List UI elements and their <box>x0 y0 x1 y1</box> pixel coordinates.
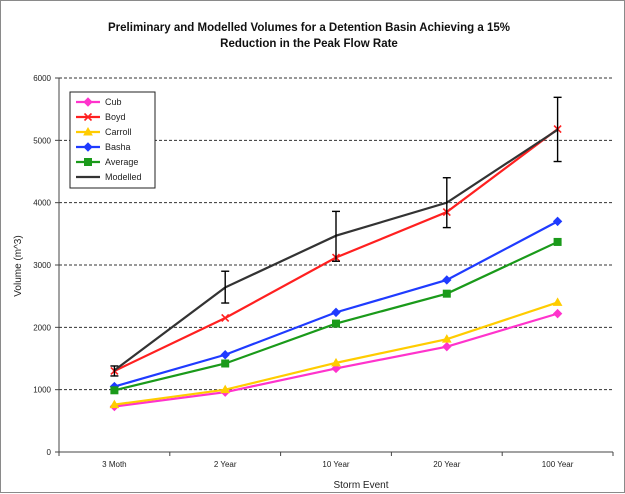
error-bar-modelled-4 <box>553 96 562 163</box>
y-tick-label-1000: 1000 <box>33 386 51 395</box>
error-bar-modelled-1 <box>221 270 230 304</box>
x-axis-label: Storm Event <box>333 480 388 491</box>
y-axis-label: Volume (m^3) <box>13 235 24 296</box>
point-average-3 <box>442 289 451 298</box>
y-tick-label-3000: 3000 <box>33 261 51 270</box>
point-boyd-1 <box>221 313 230 323</box>
chart-title-line-1: Preliminary and Modelled Volumes for a D… <box>108 22 510 34</box>
series-carroll <box>109 297 563 409</box>
legend-marker-average <box>84 158 92 166</box>
y-tick-label-4000: 4000 <box>33 199 51 208</box>
axes: 0 1000 2000 3000 4000 5000 6000 3 Moth 2 Year 10 … <box>33 74 614 469</box>
y-tick-label-0: 0 <box>47 448 52 457</box>
legend-marker-boyd-stroke-b <box>83 112 93 122</box>
legend-label-average: Average <box>105 157 138 167</box>
x-tick-label-3: 20 Year <box>433 460 460 469</box>
point-carroll-3 <box>441 334 452 343</box>
x-tick-label-0: 3 Moth <box>102 460 126 469</box>
legend-marker-carroll <box>83 126 93 136</box>
y-tick-label-6000: 6000 <box>33 74 51 83</box>
legend-item-modelled: Modelled <box>76 172 142 182</box>
point-cub-2 <box>331 363 341 374</box>
legend-marker-cub <box>83 97 93 107</box>
point-carroll-4 <box>552 297 563 306</box>
x-tick-label-2: 10 Year <box>322 460 349 469</box>
point-basha-3 <box>442 275 452 285</box>
point-average-0 <box>110 386 119 395</box>
legend-label-basha: Basha <box>105 142 131 152</box>
x-tick-label-4: 100 Year <box>542 460 574 469</box>
point-cub-4 <box>552 308 563 319</box>
point-basha-1 <box>220 350 230 360</box>
point-carroll-2 <box>331 357 341 367</box>
legend-label-modelled: Modelled <box>105 172 142 182</box>
legend-box <box>69 91 156 189</box>
chart-title-line-2: Reduction in the Peak Flow Rate <box>220 38 398 50</box>
point-average-2 <box>332 319 340 328</box>
series-average <box>110 237 562 395</box>
y-tick-label-5000: 5000 <box>33 136 51 145</box>
y-tick-label-2000: 2000 <box>33 323 51 332</box>
point-basha-2 <box>331 307 341 318</box>
error-bar-modelled-2 <box>332 210 340 262</box>
error-bar-modelled-0 <box>110 365 119 377</box>
point-boyd-1-stroke-b <box>221 313 230 323</box>
legend-marker-boyd <box>83 112 93 122</box>
series-modelled <box>110 96 562 377</box>
legend: Cub Boyd Carroll Basha Average Modelled <box>69 91 156 189</box>
error-bar-modelled-3 <box>442 177 451 229</box>
point-cub-3 <box>442 341 452 352</box>
point-average-4 <box>553 237 562 246</box>
legend-item-average: Average <box>76 157 138 167</box>
legend-label-boyd: Boyd <box>105 112 126 122</box>
legend-label-cub: Cub <box>105 97 122 107</box>
legend-label-carroll: Carroll <box>105 127 132 137</box>
legend-marker-basha <box>83 142 93 152</box>
legend-item-basha: Basha <box>76 142 131 152</box>
legend-item-carroll: Carroll <box>76 126 132 137</box>
series <box>109 96 563 412</box>
legend-item-boyd: Boyd <box>76 112 126 122</box>
series-basha <box>109 216 563 392</box>
point-carroll-1 <box>220 384 231 394</box>
x-tick-label-1: 2 Year <box>214 460 237 469</box>
point-carroll-0 <box>109 399 120 409</box>
point-basha-4 <box>552 216 563 227</box>
legend-item-cub: Cub <box>76 97 122 107</box>
point-average-1 <box>221 359 230 368</box>
